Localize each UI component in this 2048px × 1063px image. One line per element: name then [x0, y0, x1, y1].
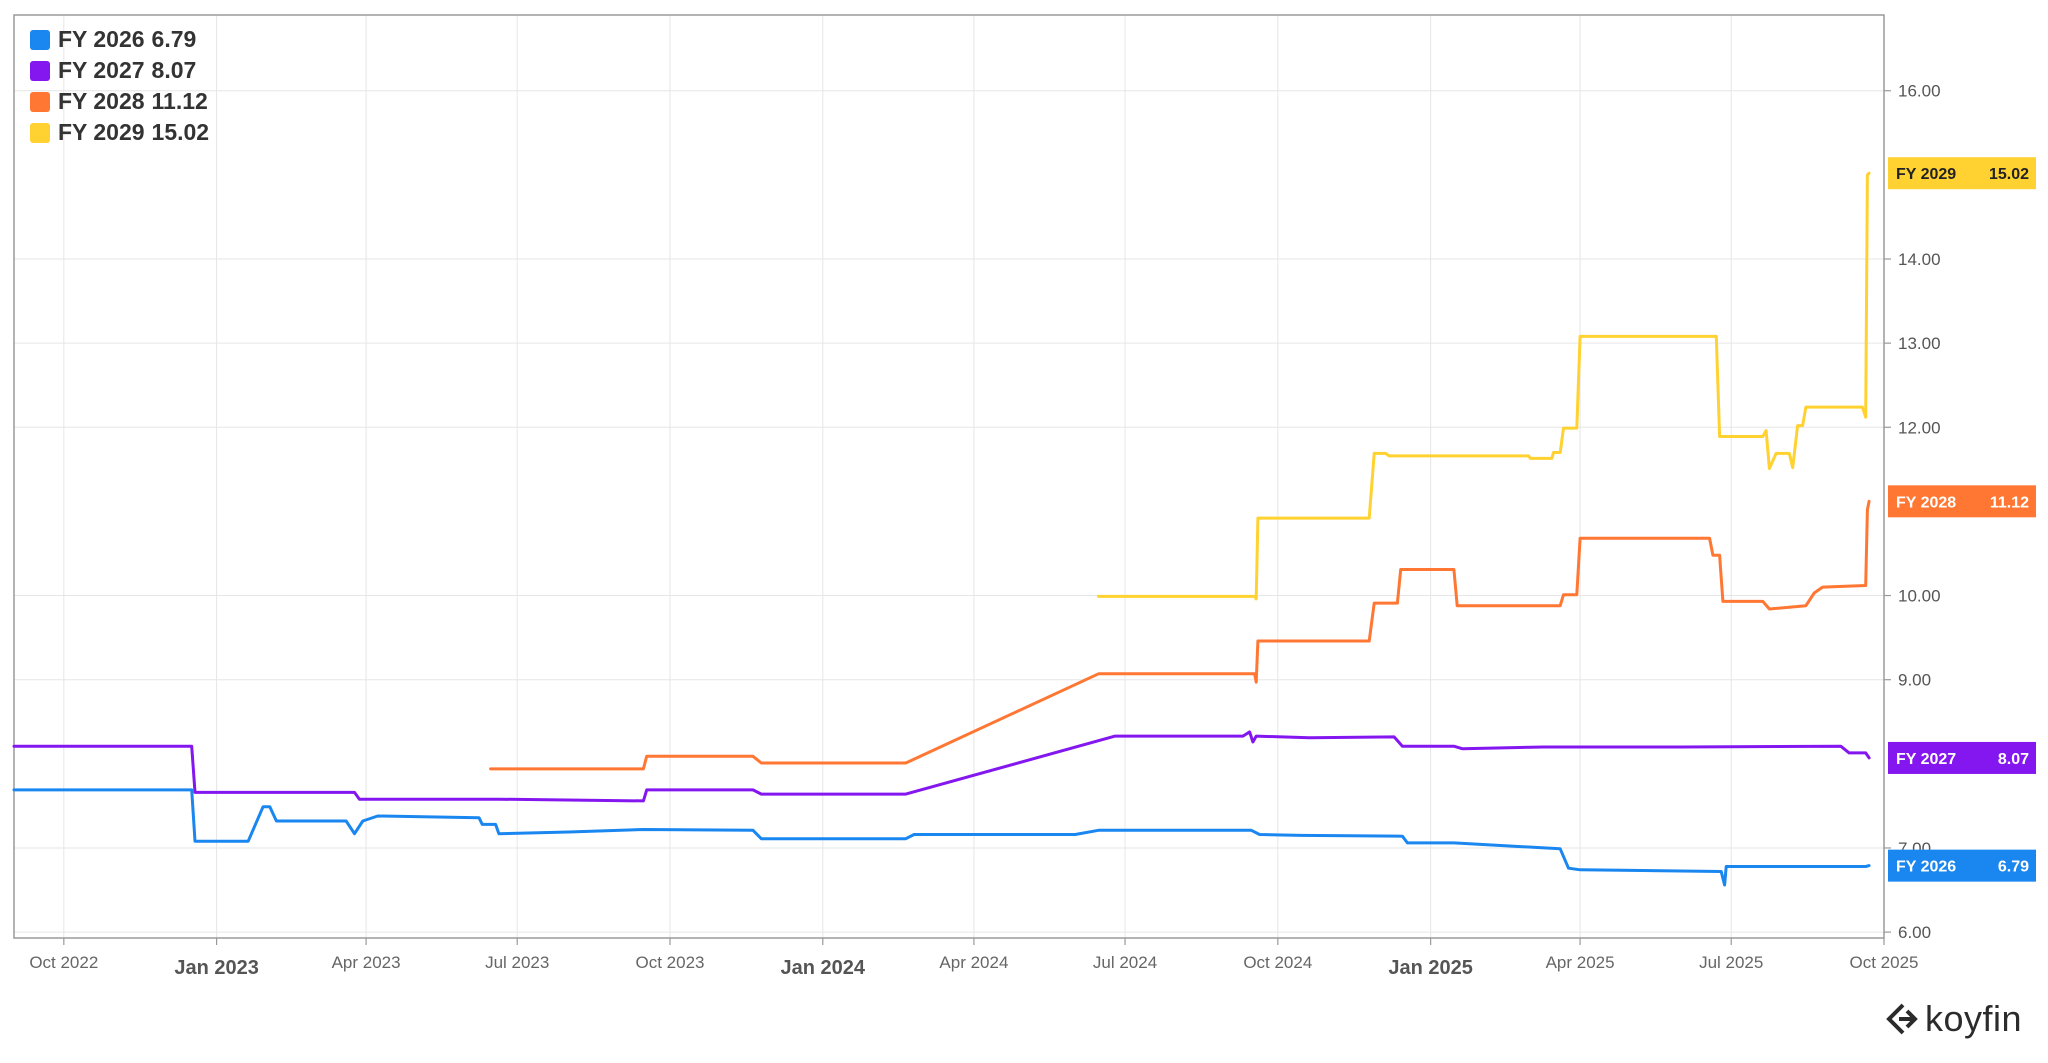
tag-series-name: FY 2027: [1896, 751, 1956, 768]
legend-value: 8.07: [151, 57, 197, 83]
series-lines: [12, 171, 1871, 887]
x-tick-label: Oct 2023: [635, 953, 704, 972]
legend-label: FY 2029: [58, 119, 145, 145]
tag-background: [1888, 741, 2036, 774]
legend-swatch: [30, 60, 50, 81]
last-value-tag: FY 2028 11.12: [1888, 485, 2036, 518]
series-line-fy-2028: [489, 499, 1871, 771]
legend-swatch: [30, 122, 50, 143]
series-line-fy-2027: [12, 730, 1871, 803]
koyfin-logo-icon: [1886, 1003, 1918, 1035]
y-tick-label: 10.00: [1898, 587, 1941, 606]
x-tick-label: Jul 2025: [1699, 953, 1763, 972]
legend-swatch: [30, 91, 50, 112]
tag-value: 8.07: [1998, 751, 2029, 768]
x-tick-label: Jan 2024: [781, 957, 866, 979]
legend-item-fy2027[interactable]: FY 2027 8.07: [30, 55, 209, 86]
tag-series-name: FY 2029: [1896, 166, 1956, 183]
legend-swatch: [30, 29, 50, 50]
y-tick-label: 12.00: [1898, 418, 1941, 437]
legend-item-fy2026[interactable]: FY 2026 6.79: [30, 24, 209, 55]
y-tick-label: 16.00: [1898, 82, 1941, 101]
legend-value: 15.02: [151, 119, 210, 145]
x-tick-label: Oct 2022: [29, 953, 98, 972]
y-tick-label: 13.00: [1898, 334, 1941, 353]
tag-value: 15.02: [1989, 166, 2029, 183]
legend-label: FY 2026: [58, 26, 145, 52]
x-tick-label: Jan 2023: [174, 957, 259, 979]
x-tick-label: Jul 2023: [485, 953, 549, 972]
legend-value: 11.12: [151, 88, 208, 114]
y-tick-label: 6.00: [1898, 923, 1931, 942]
grid: [14, 15, 1884, 938]
y-tick-label: 14.00: [1898, 250, 1941, 269]
x-tick-label: Oct 2024: [1243, 953, 1312, 972]
series-line-fy-2026: [12, 788, 1871, 887]
tag-value: 6.79: [1998, 859, 2029, 876]
legend: FY 2026 6.79 FY 2027 8.07 FY 2028 11.12 FY …: [30, 24, 209, 148]
legend-item-fy2028[interactable]: FY 2028 11.12: [30, 86, 209, 117]
y-tick-label: 9.00: [1898, 671, 1931, 690]
x-tick-label: Oct 2025: [1850, 953, 1919, 972]
legend-label: FY 2027: [58, 57, 145, 83]
x-tick-label: Apr 2024: [939, 953, 1008, 972]
legend-label: FY 2028: [58, 88, 145, 114]
brand-logo: koyfin: [1885, 998, 2022, 1040]
series-line-fy-2029: [1097, 171, 1871, 601]
x-tick-label: Jan 2025: [1388, 957, 1473, 979]
tag-background: [1888, 849, 2036, 882]
legend-item-fy2029[interactable]: FY 2029 15.02: [30, 117, 209, 148]
last-value-tag: FY 2029 15.02: [1888, 157, 2036, 190]
x-axis: Oct 2022 Jan 2023 Apr 2023 Jul 2023 Oct 2023…: [29, 938, 1919, 979]
plot-frame: [13, 14, 1885, 939]
x-tick-label: Apr 2023: [332, 953, 401, 972]
tag-background: [1888, 157, 2036, 190]
tag-background: [1888, 485, 2036, 518]
x-tick-label: Apr 2025: [1546, 953, 1615, 972]
tag-value: 11.12: [1990, 494, 2029, 511]
tag-series-name: FY 2028: [1896, 494, 1956, 511]
legend-value: 6.79: [151, 26, 197, 52]
brand-name: koyfin: [1924, 998, 2022, 1039]
last-value-tag: FY 2026 6.79: [1888, 849, 2036, 882]
x-tick-label: Jul 2024: [1093, 953, 1157, 972]
last-value-tag: FY 2027 8.07: [1888, 741, 2036, 774]
tag-series-name: FY 2026: [1896, 859, 1956, 876]
